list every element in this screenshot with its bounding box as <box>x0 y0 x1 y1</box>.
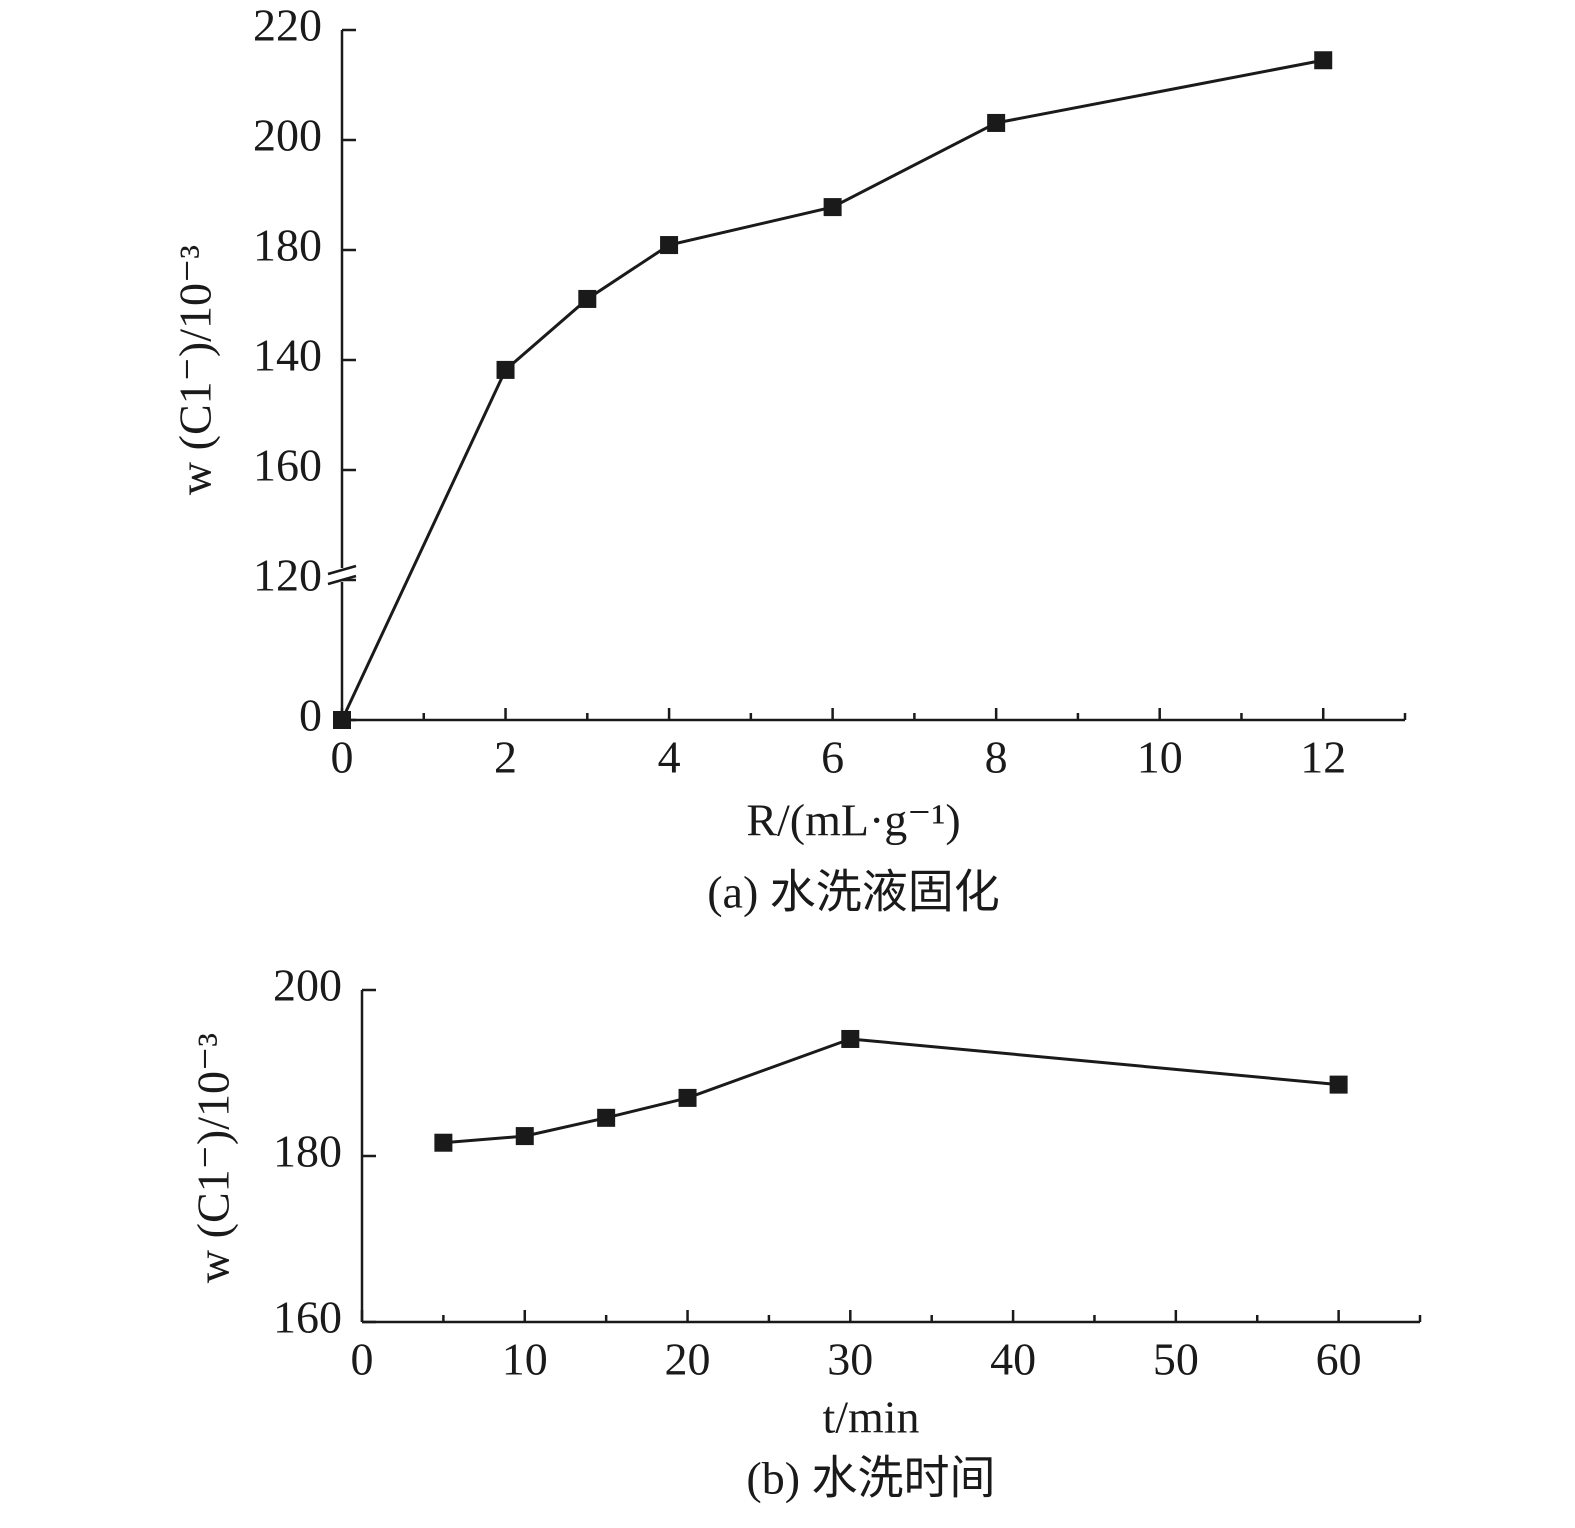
y-tick-label: 140 <box>253 330 322 381</box>
marker <box>678 1088 697 1107</box>
y-tick-label: 160 <box>273 1292 342 1343</box>
marker <box>1329 1075 1348 1094</box>
y-tick-label: 220 <box>253 0 322 51</box>
y-tick-label: 200 <box>273 960 342 1011</box>
y-tick-label: 200 <box>253 110 322 161</box>
marker <box>578 289 597 308</box>
x-tick-label: 6 <box>821 732 844 783</box>
marker <box>333 711 351 729</box>
x-axis-label: R/(mL·g⁻¹) <box>746 795 960 846</box>
x-tick-label: 8 <box>985 732 1008 783</box>
x-tick-label: 10 <box>502 1334 548 1385</box>
data-line <box>340 58 1324 721</box>
y-tick-label: 160 <box>253 440 322 491</box>
marker <box>660 236 679 255</box>
marker <box>434 1133 453 1152</box>
x-tick-label: 12 <box>1300 732 1346 783</box>
marker <box>841 1029 860 1048</box>
x-tick-label: 20 <box>665 1334 711 1385</box>
x-tick-label: 50 <box>1153 1334 1199 1385</box>
x-tick-label: 30 <box>827 1334 873 1385</box>
marker <box>823 198 842 217</box>
y-tick-label: 120 <box>253 550 322 601</box>
marker <box>987 113 1006 132</box>
x-tick-label: 60 <box>1316 1334 1362 1385</box>
marker <box>496 360 515 379</box>
x-tick-label: 10 <box>1137 732 1183 783</box>
axis-break <box>327 564 357 576</box>
data-line <box>443 1037 1339 1145</box>
caption: (a) 水洗液固化 <box>707 867 1000 918</box>
y-tick-label: 180 <box>253 220 322 271</box>
y-tick-label: 0 <box>299 690 322 741</box>
x-tick-label: 40 <box>990 1334 1036 1385</box>
marker <box>515 1127 534 1146</box>
x-tick-label: 0 <box>331 732 354 783</box>
y-tick-label: 180 <box>273 1126 342 1177</box>
caption: (b) 水洗时间 <box>746 1453 995 1504</box>
x-tick-label: 0 <box>351 1334 374 1385</box>
x-axis-label: t/min <box>822 1392 919 1443</box>
marker <box>1314 51 1333 70</box>
y-axis-label: w (C1⁻)/10⁻³ <box>170 245 221 495</box>
marker <box>597 1108 616 1127</box>
x-tick-label: 4 <box>658 732 681 783</box>
x-tick-label: 2 <box>494 732 517 783</box>
y-axis-label: w (C1⁻)/10⁻³ <box>188 1033 239 1283</box>
